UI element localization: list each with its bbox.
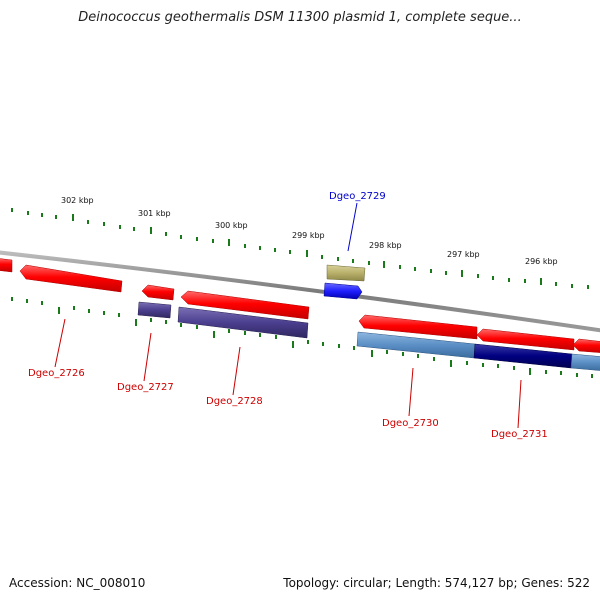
rna-bar-dgeo-2729[interactable] [326,264,366,282]
leader-line-dgeo-2727 [143,332,152,382]
gene-arrow[interactable] [141,284,175,301]
gene-label-dgeo-2728[interactable]: Dgeo_2728 [206,396,263,407]
accession-text: Accession: NC_008010 [9,576,146,590]
leader-line-dgeo-2728 [232,346,241,396]
leader-line-dgeo-2726 [54,318,66,368]
gene-label-dgeo-2730[interactable]: Dgeo_2730 [382,418,439,429]
gene-arrow[interactable] [476,328,575,351]
highlight-gene-dgeo-2729[interactable] [323,282,363,300]
kbp-label-296: 296 kbp [525,257,558,266]
protein-bar-dgeo-2727[interactable] [137,301,172,319]
gene-arrow[interactable] [0,258,13,273]
gene-label-dgeo-2726[interactable]: Dgeo_2726 [28,368,85,379]
kbp-scale-labels: 302 kbp 301 kbp 300 kbp 299 kbp 298 kbp … [61,196,558,266]
genome-backbone [0,250,600,333]
gene-arrow[interactable] [358,314,478,340]
kbp-label-301: 301 kbp [138,209,171,218]
leader-line-dgeo-2730 [408,367,414,417]
gene-labels: Dgeo_2726 Dgeo_2727 Dgeo_2728 Dgeo_2729 … [28,191,548,440]
gene-arrow[interactable] [180,290,310,320]
label-leader-lines [54,202,522,429]
gene-arrow[interactable] [19,264,123,293]
gene-arrow[interactable] [572,338,600,353]
kbp-label-300: 300 kbp [215,221,248,230]
kbp-label-298: 298 kbp [369,241,402,250]
gene-label-dgeo-2727[interactable]: Dgeo_2727 [117,382,174,393]
leader-line-dgeo-2731 [517,379,522,429]
leader-line-dgeo-2729 [347,202,358,252]
feature-bars [137,264,600,371]
gene-label-dgeo-2731[interactable]: Dgeo_2731 [491,429,548,440]
map-title: Deinococcus geothermalis DSM 11300 plasm… [78,10,522,25]
inner-tick-ring [11,297,593,378]
forward-strand-genes [0,258,600,353]
kbp-label-302: 302 kbp [61,196,94,205]
kbp-label-297: 297 kbp [447,250,480,259]
genome-summary-text: Topology: circular; Length: 574,127 bp; … [283,576,590,590]
steel-bar-tail[interactable] [570,353,600,371]
kbp-label-299: 299 kbp [292,231,325,240]
gene-label-dgeo-2729[interactable]: Dgeo_2729 [329,191,386,202]
protein-bar-dgeo-2728[interactable] [177,306,309,339]
outer-tick-ring [11,208,589,289]
